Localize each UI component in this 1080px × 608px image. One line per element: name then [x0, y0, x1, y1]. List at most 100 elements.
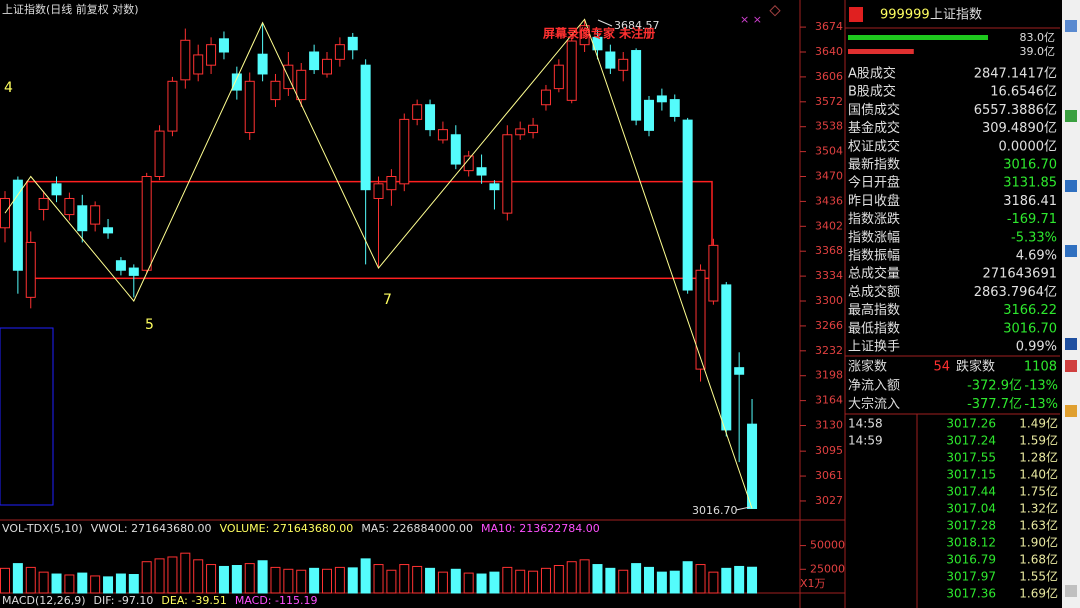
candle-body — [51, 183, 62, 196]
candle-body — [244, 80, 255, 134]
y-tick-label: 3368 — [815, 244, 843, 257]
tool-icon[interactable] — [1065, 180, 1077, 192]
volume-bar — [90, 575, 101, 594]
candle-body — [386, 176, 397, 191]
row-value: 3166.22 — [1003, 303, 1057, 318]
volume-bar — [38, 571, 49, 594]
breadth-value: 54 — [933, 360, 950, 375]
row-value: 3016.70 — [1003, 321, 1057, 336]
row-label: B股成交 — [848, 84, 896, 100]
row-label: 最新指数 — [848, 157, 900, 173]
candle-body — [476, 167, 487, 176]
indicator-legend: MA5: 226884000.00 — [361, 522, 473, 535]
row-label: 今日开盘 — [848, 175, 900, 191]
tool-icon[interactable] — [1065, 585, 1077, 597]
tick-amount: 1.63亿 — [1019, 518, 1058, 533]
marker-icon — [769, 5, 781, 17]
y-tick-label: 3198 — [815, 369, 843, 382]
candle-body — [695, 269, 706, 370]
volume-bar — [425, 567, 436, 594]
candle-body — [656, 95, 667, 103]
row-label: 权证成交 — [848, 138, 900, 154]
volume-bar — [631, 563, 642, 594]
low-label: 3016.70 — [692, 504, 738, 517]
volume-bar — [51, 573, 62, 594]
row-label: 上证换手 — [848, 340, 900, 355]
candle-body — [231, 73, 242, 91]
tick-time: 14:59 — [848, 434, 883, 448]
volume-bar — [167, 556, 178, 594]
tick-amount: 1.90亿 — [1019, 535, 1058, 550]
candle-body — [528, 124, 539, 134]
flow-amount: -372.9亿 — [967, 379, 1022, 394]
tick-price: 3017.24 — [946, 434, 996, 448]
y-tick-label: 3436 — [815, 194, 843, 207]
candle-body — [141, 176, 152, 271]
y-tick-label: 3300 — [815, 294, 843, 307]
tick-amount: 1.28亿 — [1019, 450, 1058, 465]
tool-icon[interactable] — [1065, 20, 1077, 32]
indicator-legend: MACD: -115.19 — [235, 594, 318, 607]
candle-body — [437, 129, 448, 141]
row-value: 3131.85 — [1003, 176, 1057, 191]
candle-body — [257, 53, 268, 75]
candle-body — [682, 119, 693, 291]
candle-body — [515, 128, 526, 136]
volume-bar — [708, 571, 719, 594]
candle-body — [540, 89, 551, 106]
marker-icon: × × — [740, 13, 762, 26]
volume-bar — [476, 573, 487, 594]
candle-body — [579, 25, 590, 46]
volume-bar — [77, 572, 88, 594]
flow-bar — [848, 35, 988, 40]
tool-icon[interactable] — [1065, 360, 1077, 372]
volume-bar — [115, 573, 126, 594]
volume-bar — [463, 572, 474, 594]
volume-bar — [734, 565, 745, 594]
volume-bar — [373, 564, 384, 594]
flow-bar — [848, 49, 914, 54]
volume-bar — [64, 574, 75, 594]
volume-bar — [283, 568, 294, 594]
row-label: 总成交量 — [848, 266, 900, 282]
volume-bar — [12, 563, 23, 594]
row-value: 3016.70 — [1003, 158, 1057, 173]
candle-body — [566, 40, 577, 101]
row-value: 6557.3886亿 — [974, 103, 1057, 118]
v-tick-label: 50000 — [810, 539, 845, 552]
volume-bar — [669, 570, 680, 594]
candle-body — [154, 130, 165, 178]
y-tick-label: 3266 — [815, 319, 843, 332]
y-tick-label: 3504 — [815, 145, 843, 158]
candle-body — [206, 44, 217, 66]
toolbar — [1062, 0, 1080, 608]
tool-icon[interactable] — [1065, 110, 1077, 122]
candle-body — [425, 104, 436, 131]
y-tick-label: 3640 — [815, 45, 843, 58]
volume-bar — [309, 567, 320, 594]
tool-icon[interactable] — [1065, 245, 1077, 257]
indicator-legend: VOL-TDX(5,10) — [2, 522, 83, 535]
volume-bar — [540, 567, 551, 594]
candle-body — [64, 197, 75, 216]
y-tick-label: 3470 — [815, 170, 843, 183]
stock-name: 上证指数 — [930, 8, 982, 23]
row-value: 3186.41 — [1003, 194, 1057, 209]
watermark: 屏幕录像专家 未注册 — [542, 26, 655, 41]
volume-bar — [193, 559, 204, 594]
tick-price: 3017.55 — [946, 451, 996, 465]
volume-bar — [644, 566, 654, 594]
wave-label: 7 — [383, 292, 392, 308]
y-tick-label: 3572 — [815, 95, 843, 108]
volume-bar — [257, 560, 268, 594]
candle-body — [77, 205, 88, 232]
tool-icon[interactable] — [1065, 338, 1077, 350]
y-tick-label: 3538 — [815, 120, 843, 133]
volume-bar — [141, 561, 152, 594]
row-value: 309.4890亿 — [982, 121, 1057, 136]
indicator-legend: MA10: 213622784.00 — [481, 522, 600, 535]
candle-body — [669, 99, 680, 117]
tool-icon[interactable] — [1065, 405, 1077, 417]
volume-bar — [721, 567, 732, 594]
candle-body — [644, 99, 654, 131]
